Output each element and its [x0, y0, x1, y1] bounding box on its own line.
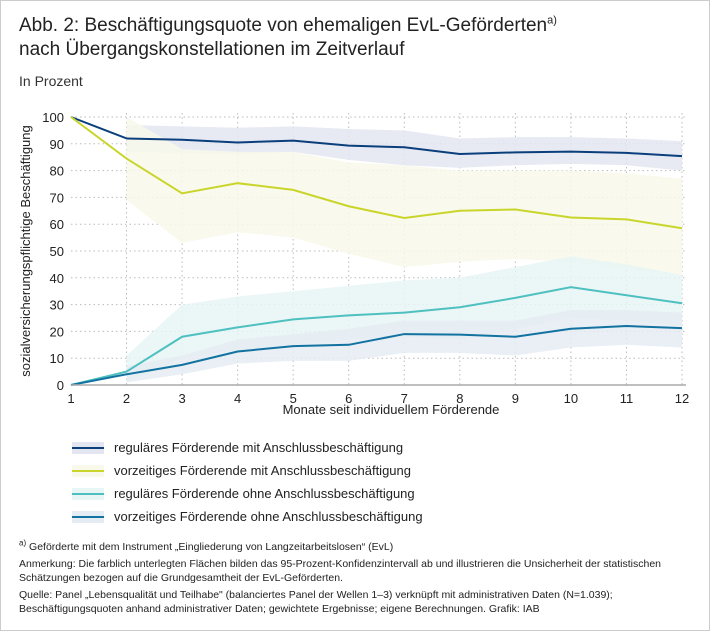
confidence-band-4: [126, 309, 682, 383]
legend-label: vorzeitiges Förderende mit Anschlussbesc…: [114, 463, 411, 478]
legend-item: reguläres Förderende mit Anschlussbeschä…: [72, 436, 423, 459]
source-note: Quelle: Panel „Lebensqualität und Teilha…: [19, 589, 613, 615]
legend-item: vorzeitiges Förderende mit Anschlussbesc…: [72, 459, 423, 482]
x-tick-label: 5: [290, 391, 297, 406]
annotation-note: Anmerkung: Die farblich unterlegten Fläc…: [19, 558, 662, 584]
y-axis-label: sozialversicherungspflichtige Beschäftig…: [18, 125, 33, 376]
legend-swatch: [72, 441, 104, 454]
x-tick-label: 4: [234, 391, 241, 406]
series-line-2: [70, 116, 683, 230]
y-tick-label: 80: [50, 164, 64, 179]
legend-swatch: [72, 487, 104, 500]
x-tick-label: 6: [345, 391, 352, 406]
x-tick-label: 8: [456, 391, 463, 406]
confidence-band-3: [126, 256, 682, 383]
x-tick-label: 10: [564, 391, 578, 406]
x-tick-label: 1: [67, 391, 74, 406]
x-tick-label: 3: [178, 391, 185, 406]
y-tick-label: 90: [50, 137, 64, 152]
chart-subtitle: In Prozent: [19, 73, 83, 89]
x-tick-label: 12: [675, 391, 689, 406]
legend-item: vorzeitiges Förderende ohne Anschlussbes…: [72, 505, 423, 528]
title-line-2: nach Übergangskonstellationen im Zeitver…: [19, 39, 405, 60]
legend-swatch: [72, 464, 104, 477]
legend-line: [72, 446, 104, 449]
footnote-mark: a): [19, 538, 27, 548]
notes: a) Geförderte mit dem Instrument „Eingli…: [19, 538, 699, 619]
series-line-3: [70, 286, 683, 386]
y-tick-label: 100: [42, 110, 64, 125]
series-lines: [70, 116, 683, 386]
y-tick-label: 10: [50, 351, 64, 366]
legend-line: [72, 469, 104, 472]
y-tick-label: 20: [50, 324, 64, 339]
legend-label: reguläres Förderende mit Anschlussbeschä…: [114, 440, 404, 455]
footnote: a) Geförderte mit dem Instrument „Eingli…: [19, 538, 699, 554]
legend-swatch: [72, 510, 104, 523]
y-tick-label: 70: [50, 190, 64, 205]
legend-line: [72, 492, 104, 495]
chart-title: Abb. 2: Beschäftigungsquote von ehemalig…: [19, 14, 557, 62]
x-tick-label: 7: [401, 391, 408, 406]
series-line-1: [70, 116, 683, 158]
x-tick-label: 11: [620, 391, 634, 406]
y-tick-label: 50: [50, 244, 64, 259]
y-tick-label: 30: [50, 298, 64, 313]
series-line-4: [70, 325, 683, 386]
x-tick-label: 9: [512, 391, 519, 406]
y-tick-label: 40: [50, 271, 64, 286]
y-tick-label: 0: [57, 378, 64, 393]
y-tick-label: 60: [50, 217, 64, 232]
title-line-1: Abb. 2: Beschäftigungsquote von ehemalig…: [19, 15, 548, 36]
confidence-band-2: [126, 117, 682, 276]
legend-label: reguläres Förderende ohne Anschlussbesch…: [114, 486, 415, 501]
footnote-text: Geförderte mit dem Instrument „Eingliede…: [29, 541, 394, 553]
confidence-bands: [126, 117, 682, 383]
x-axis-label: Monate seit individuellem Förderende: [283, 402, 500, 417]
legend-line: [72, 515, 104, 518]
legend-label: vorzeitiges Förderende ohne Anschlussbes…: [114, 509, 423, 524]
x-tick-label: 2: [123, 391, 130, 406]
legend: reguläres Förderende mit Anschlussbeschä…: [72, 436, 423, 528]
legend-item: reguläres Förderende ohne Anschlussbesch…: [72, 482, 423, 505]
title-footnote-mark: a): [547, 14, 557, 27]
